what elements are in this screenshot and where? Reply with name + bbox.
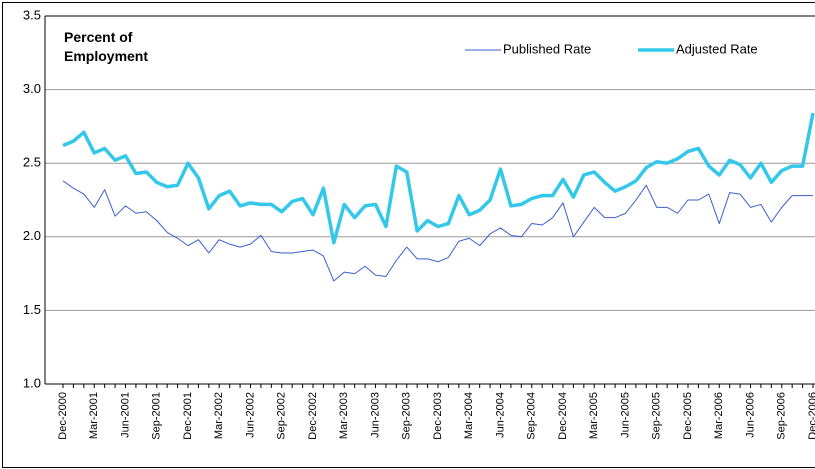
x-tick-label: Mar-2002 xyxy=(213,392,225,439)
legend-label: Published Rate xyxy=(503,41,591,56)
x-tick-label: Jun-2005 xyxy=(619,392,631,438)
x-tick-label: Mar-2006 xyxy=(713,392,725,439)
x-tick-label: Dec-2002 xyxy=(307,392,319,440)
y-tick-label: 1.5 xyxy=(23,302,41,317)
x-tick-label: Jun-2004 xyxy=(494,392,506,438)
legend-label: Adjusted Rate xyxy=(676,41,758,56)
x-tick-label: Dec-2000 xyxy=(57,392,69,440)
x-tick-label: Jun-2002 xyxy=(244,392,256,438)
x-tick-label: Mar-2005 xyxy=(588,392,600,439)
y-tick-label: 3.5 xyxy=(23,7,41,22)
x-tick-label: Sep-2006 xyxy=(776,392,788,440)
series-line xyxy=(62,180,813,282)
x-tick-label: Sep-2005 xyxy=(651,392,663,440)
y-tick-label: 1.0 xyxy=(23,375,41,390)
x-tick-label: Jun-2001 xyxy=(119,392,131,438)
y-axis-label: Percent of Employment xyxy=(64,29,149,64)
x-tick-label: Sep-2002 xyxy=(276,392,288,440)
y-tick-label: 2.0 xyxy=(23,228,41,243)
x-tick-label: Sep-2004 xyxy=(526,392,538,440)
x-tick-label: Mar-2004 xyxy=(463,392,475,439)
y-tick-label: 2.5 xyxy=(23,155,41,170)
x-tick-label: Dec-2005 xyxy=(682,392,694,440)
x-tick-label: Jun-2006 xyxy=(744,392,756,438)
y-tick-label: 3.0 xyxy=(23,81,41,96)
x-tick-label: Sep-2001 xyxy=(151,392,163,440)
x-tick-label: Dec-2003 xyxy=(432,392,444,440)
x-tick-label: Dec-2004 xyxy=(557,392,569,440)
x-tick-label: Mar-2001 xyxy=(88,392,100,439)
series-line xyxy=(62,112,815,245)
x-tick-label: Mar-2003 xyxy=(338,392,350,439)
x-tick-label: Sep-2003 xyxy=(401,392,413,440)
x-tick-label: Dec-2006 xyxy=(807,392,815,440)
x-tick-label: Dec-2001 xyxy=(182,392,194,440)
x-tick-label: Jun-2003 xyxy=(369,392,381,438)
